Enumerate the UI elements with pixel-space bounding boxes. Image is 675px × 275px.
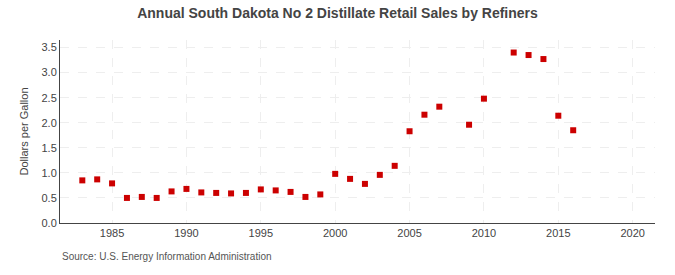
svg-text:2015: 2015 (546, 227, 570, 239)
svg-text:2005: 2005 (397, 227, 421, 239)
svg-text:2010: 2010 (472, 227, 496, 239)
svg-text:0.5: 0.5 (42, 192, 57, 204)
svg-text:2.5: 2.5 (42, 92, 57, 104)
svg-text:1.5: 1.5 (42, 142, 57, 154)
svg-text:2000: 2000 (323, 227, 347, 239)
svg-text:1.0: 1.0 (42, 167, 57, 179)
svg-text:1985: 1985 (100, 227, 124, 239)
svg-text:1995: 1995 (249, 227, 273, 239)
svg-text:0.0: 0.0 (42, 217, 57, 229)
svg-text:3.5: 3.5 (42, 41, 57, 53)
svg-text:1990: 1990 (174, 227, 198, 239)
svg-text:3.0: 3.0 (42, 66, 57, 78)
svg-text:Dollars per Gallon: Dollars per Gallon (18, 87, 30, 175)
svg-text:2020: 2020 (620, 227, 644, 239)
svg-text:2.0: 2.0 (42, 117, 57, 129)
svg-text:Annual South Dakota No 2 Disti: Annual South Dakota No 2 Distillate Reta… (137, 5, 538, 21)
svg-text:Source: U.S. Energy Informatio: Source: U.S. Energy Information Administ… (62, 251, 272, 262)
